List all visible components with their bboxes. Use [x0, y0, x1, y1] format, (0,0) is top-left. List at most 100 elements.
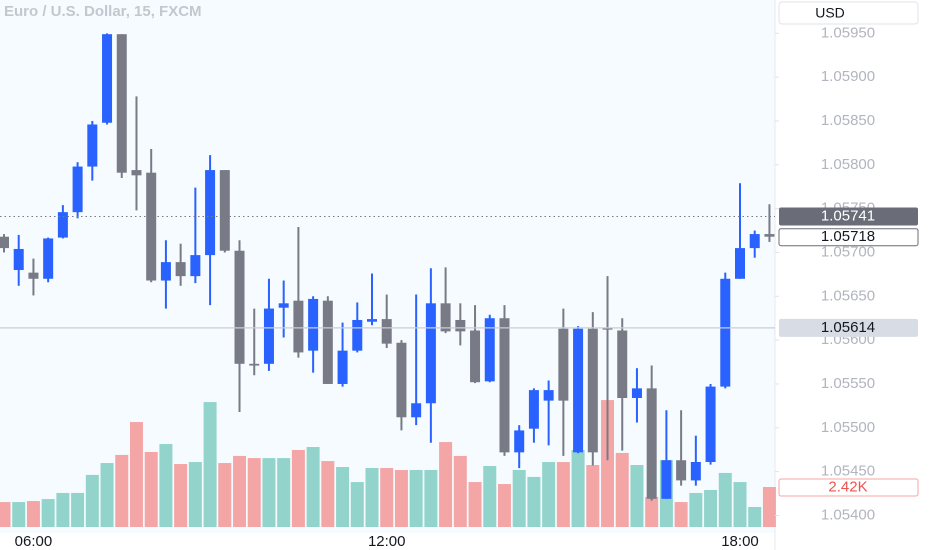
candle-body — [367, 319, 377, 322]
candle-body — [72, 166, 83, 213]
y-tick-label: 1.05700 — [821, 243, 875, 260]
volume-bar — [586, 465, 600, 527]
candle-body — [631, 388, 642, 398]
overlay-layer — [0, 216, 775, 329]
volume-bar — [571, 449, 585, 527]
volume-bar — [174, 464, 188, 527]
volume-bar — [630, 465, 644, 527]
volume-layer — [0, 400, 776, 527]
candle-body — [131, 170, 142, 176]
candle-body — [617, 330, 628, 398]
candle-body — [499, 318, 510, 453]
volume-bar — [704, 489, 718, 527]
candle-body — [528, 390, 539, 429]
candle-body — [219, 170, 230, 251]
candle-body — [749, 234, 760, 249]
volume-bar — [336, 467, 350, 527]
volume-bar — [159, 444, 173, 527]
volume-bar — [0, 502, 11, 527]
x-tick-label: 18:00 — [721, 533, 759, 550]
candle-body — [263, 308, 274, 364]
volume-bar — [218, 463, 232, 527]
volume-bar — [365, 467, 379, 527]
volume-bar — [615, 452, 629, 527]
volume-bar — [439, 442, 453, 527]
volume-bar — [689, 492, 703, 527]
volume-bar — [453, 455, 467, 527]
time-axis-background — [0, 533, 775, 550]
volume-bar — [26, 501, 40, 527]
candle-body — [352, 319, 363, 351]
candle-body — [381, 319, 392, 344]
candle-body — [425, 303, 436, 404]
x-tick-label: 06:00 — [15, 533, 53, 550]
volume-bar — [321, 461, 335, 527]
volume-bar — [350, 482, 364, 527]
candle-body — [558, 328, 569, 401]
volume-bar — [56, 492, 70, 527]
volume-bar — [203, 402, 217, 527]
volume-bar — [542, 462, 556, 527]
volume-bar — [85, 474, 99, 527]
candle-body — [175, 262, 186, 277]
volume-bar — [645, 496, 659, 527]
volume-bar — [748, 507, 762, 527]
volume-bar — [512, 469, 526, 527]
y-tick-label: 1.05400 — [821, 506, 875, 523]
volume-bar — [100, 463, 114, 527]
candle-body — [278, 303, 289, 308]
volume-bar — [674, 502, 688, 527]
volume-bar — [394, 469, 408, 527]
volume-bar — [12, 502, 26, 527]
candle-body — [690, 461, 701, 481]
volume-bar — [718, 472, 732, 527]
y-tick-label: 1.05850 — [821, 112, 875, 129]
candle-body — [43, 238, 54, 279]
volume-bar — [262, 458, 276, 527]
candle-body — [57, 212, 68, 238]
candle-body — [602, 327, 613, 330]
volume-bar — [424, 469, 438, 527]
candle-body — [205, 170, 216, 256]
candle-body — [720, 278, 731, 387]
volume-bar — [233, 455, 247, 527]
candle-body — [293, 300, 304, 353]
candle-body — [470, 330, 481, 383]
y-tick-label: 1.05800 — [821, 156, 875, 173]
candle-body — [455, 319, 466, 332]
price-line-label: 1.05614 — [821, 319, 875, 336]
candle-body — [735, 248, 745, 279]
price-line-label-box — [779, 318, 918, 337]
plot-background — [0, 0, 775, 533]
candle-body — [646, 388, 657, 499]
volume-bar — [380, 467, 394, 527]
last-price-label: 1.05741 — [821, 208, 875, 225]
volume-label-box — [778, 478, 919, 497]
candle-body — [190, 255, 201, 277]
volume-bar — [188, 462, 202, 527]
currency-box[interactable] — [778, 1, 919, 25]
volume-bar — [277, 458, 291, 527]
reference-price-label: 1.05718 — [821, 228, 875, 245]
volume-bar — [556, 462, 570, 527]
volume-bar — [468, 482, 482, 527]
candle-body — [116, 34, 127, 173]
candle-body — [705, 386, 716, 462]
candle-body — [764, 234, 775, 237]
candle-body — [587, 328, 598, 453]
candle-body — [661, 460, 672, 499]
volume-bar — [497, 484, 511, 527]
volume-bar — [247, 458, 261, 527]
volume-bar — [762, 487, 776, 527]
candle-body — [573, 328, 584, 453]
volume-bar — [115, 454, 129, 527]
candle-body — [676, 460, 687, 481]
y-tick-label: 1.05550 — [821, 375, 875, 392]
candle-body — [484, 318, 495, 382]
volume-bar — [71, 492, 85, 527]
candle-body — [160, 262, 171, 281]
volume-bar — [306, 447, 320, 527]
y-tick-label: 1.05900 — [821, 68, 875, 85]
y-tick-label: 1.05500 — [821, 419, 875, 436]
